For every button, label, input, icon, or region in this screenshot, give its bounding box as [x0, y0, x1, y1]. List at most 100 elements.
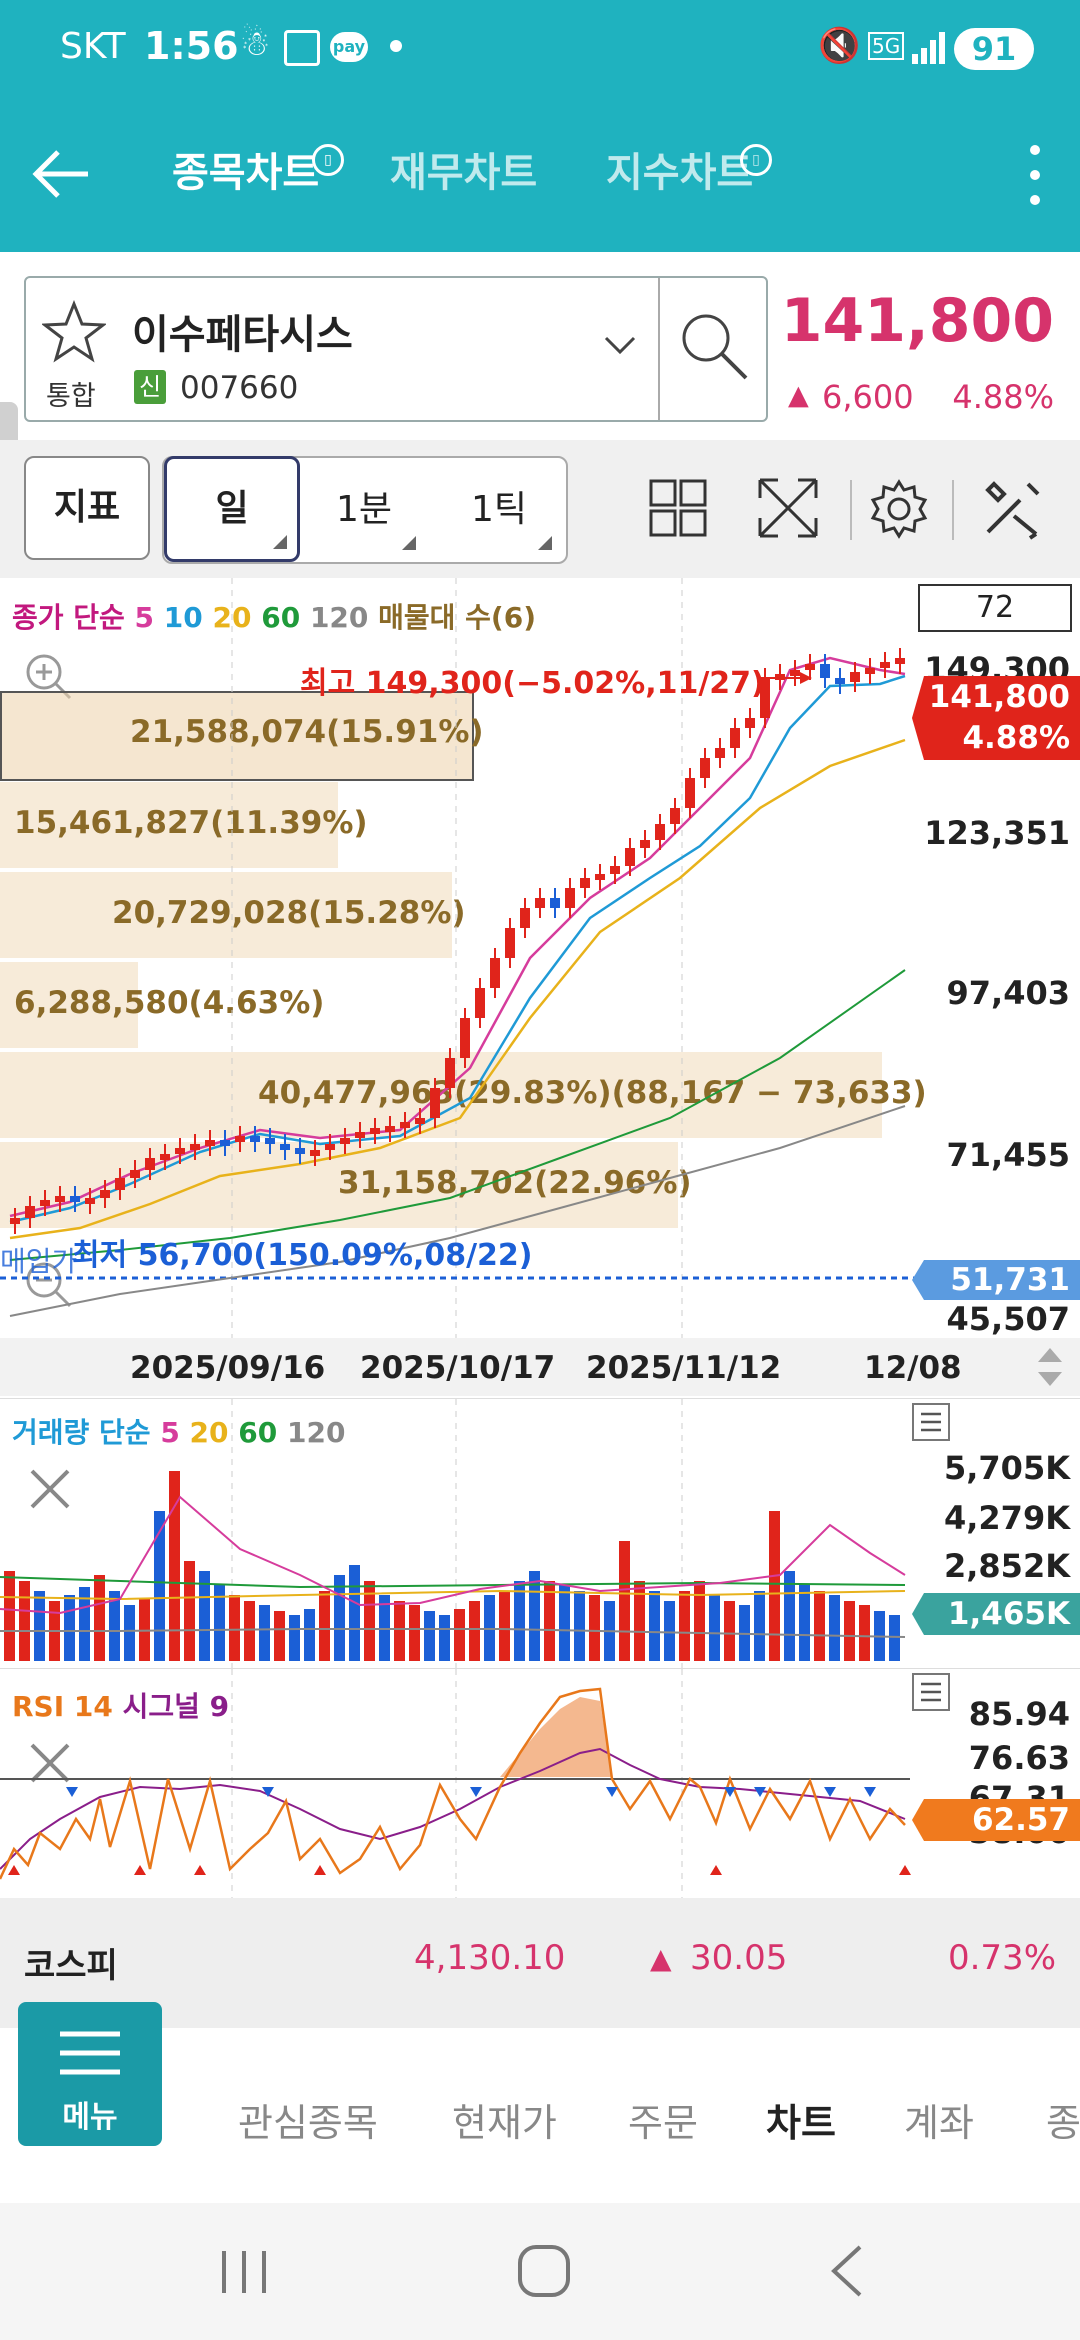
volume-bar	[79, 1587, 90, 1661]
indicator-button[interactable]: 지표	[24, 456, 150, 560]
candle	[10, 1218, 20, 1224]
rsi-axis-label: 76.63	[968, 1739, 1070, 1777]
scroll-arrows-icon[interactable]	[1032, 1344, 1068, 1390]
y-axis-label: 97,403	[946, 974, 1070, 1012]
candle	[670, 808, 680, 824]
volume-profile-bar	[0, 962, 138, 1048]
date-label: 2025/11/12	[586, 1350, 782, 1386]
notification-icon: ☃	[240, 24, 271, 64]
candle	[235, 1136, 245, 1142]
signal-arrow	[724, 1787, 736, 1797]
volume-bar	[469, 1601, 480, 1661]
volume-bar	[439, 1615, 450, 1661]
clock: 1:56	[144, 24, 239, 68]
rsi-panel[interactable]: RSI 14 시그널 9 85.94 76.63 67.31 58.00 62.…	[0, 1668, 1080, 1899]
panel-menu-icon[interactable]	[912, 1403, 950, 1441]
menu-button[interactable]: 메뉴	[18, 2002, 162, 2146]
gear-icon[interactable]	[868, 478, 930, 540]
candle	[595, 874, 605, 880]
candle	[295, 1148, 305, 1154]
volume-profile-bar	[0, 691, 474, 781]
volume-profile-bar	[0, 872, 452, 958]
close-icon[interactable]	[28, 1741, 72, 1785]
tab-stock-chart[interactable]: 종목차트 ▯	[172, 140, 344, 198]
nav-account[interactable]: 계좌	[904, 2101, 974, 2145]
dropdown-triangle-icon	[273, 535, 287, 549]
close-icon[interactable]	[28, 1467, 72, 1511]
nav-watchlist[interactable]: 관심종목	[238, 2101, 378, 2145]
candle	[775, 674, 785, 680]
candle	[145, 1158, 155, 1170]
volume-axis-label: 4,279K	[943, 1499, 1070, 1537]
up-triangle-icon: ▲	[788, 380, 809, 411]
hamburger-icon	[60, 2031, 120, 2075]
candle	[565, 888, 575, 908]
volume-bar	[544, 1581, 555, 1661]
credit-badge: 신	[134, 370, 166, 404]
period-tick-button[interactable]: 1틱	[436, 460, 562, 560]
signal-arrow	[314, 1865, 326, 1875]
stock-name: 이수페타시스	[132, 312, 353, 358]
kospi-ticker[interactable]: 코스피 4,130.10 ▲ 30.05 0.73%	[0, 1898, 1080, 2028]
volume-chart-canvas	[0, 1399, 906, 1669]
volume-bar	[574, 1591, 585, 1661]
candle	[55, 1196, 65, 1202]
volume-profile-bar	[0, 782, 338, 868]
volume-bar	[859, 1605, 870, 1661]
price-chart-canvas	[0, 578, 915, 1338]
candle	[655, 824, 665, 840]
stock-search-box[interactable]: 이수페타시스 통합 신 007660	[24, 276, 768, 422]
back-arrow-icon[interactable]	[28, 142, 92, 206]
candle	[805, 664, 815, 670]
tab-financial-chart[interactable]: 재무차트	[390, 150, 538, 196]
home-icon[interactable]	[516, 2243, 572, 2299]
nav-chart[interactable]: 차트	[766, 2101, 836, 2145]
candle	[400, 1122, 410, 1128]
nav-order[interactable]: 주문	[628, 2101, 698, 2145]
volume-bar	[784, 1571, 795, 1661]
period-day-button[interactable]: 일	[164, 456, 300, 562]
count-box[interactable]: 72	[918, 584, 1072, 632]
search-icon[interactable]	[676, 308, 752, 384]
volume-bar	[799, 1585, 810, 1661]
volume-panel[interactable]: 거래량 단순 5 20 60 120 5,705K 4,279K 2,852K …	[0, 1398, 1080, 1669]
volume-bar	[289, 1615, 300, 1661]
back-icon[interactable]	[826, 2243, 866, 2299]
candle	[175, 1148, 185, 1154]
panel-menu-icon[interactable]	[912, 1673, 950, 1711]
candle	[100, 1190, 110, 1198]
tab-index-chart[interactable]: 지수차트 ▯	[606, 140, 772, 198]
volume-bar	[724, 1601, 735, 1661]
nav-current-price[interactable]: 현재가	[452, 2101, 557, 2145]
candle	[610, 866, 620, 874]
avg-price-tag: 51,731	[912, 1260, 1080, 1300]
volume-profile-label: 6,288,580(4.63%)	[14, 985, 325, 1021]
period-minute-button[interactable]: 1분	[302, 460, 426, 560]
nav-more[interactable]: 종	[1046, 2101, 1080, 2145]
badge-icon: ▯	[740, 144, 772, 176]
favorite-star-icon[interactable]	[42, 300, 106, 364]
expand-icon[interactable]	[756, 476, 820, 540]
candle	[325, 1144, 335, 1150]
signal-arrow	[470, 1787, 482, 1797]
up-triangle-icon: ▲	[650, 1942, 672, 1975]
candle	[820, 664, 830, 678]
volume-bar	[229, 1595, 240, 1661]
volume-profile-label: 20,729,028(15.28%)	[112, 895, 466, 931]
layout-grid-icon[interactable]	[648, 478, 708, 538]
price-chart-panel[interactable]: 종가 단순 5 10 20 60 120 매물대 수(6) 72 21,588,…	[0, 578, 1080, 1338]
signal-arrow	[194, 1865, 206, 1875]
y-axis-label: 45,507	[946, 1300, 1070, 1338]
volume-legend: 거래량 단순 5 20 60 120	[12, 1416, 346, 1449]
chevron-down-icon[interactable]	[602, 334, 638, 358]
rsi-arrows	[8, 1787, 911, 1875]
candle	[250, 1136, 260, 1142]
more-options-icon[interactable]	[1020, 140, 1050, 210]
tools-icon[interactable]	[980, 476, 1044, 540]
signal-arrow	[710, 1865, 722, 1875]
recent-apps-icon[interactable]	[216, 2247, 272, 2297]
volume-bar	[769, 1511, 780, 1661]
candle	[640, 840, 650, 848]
volume-bar	[829, 1595, 840, 1661]
divider	[952, 480, 954, 540]
